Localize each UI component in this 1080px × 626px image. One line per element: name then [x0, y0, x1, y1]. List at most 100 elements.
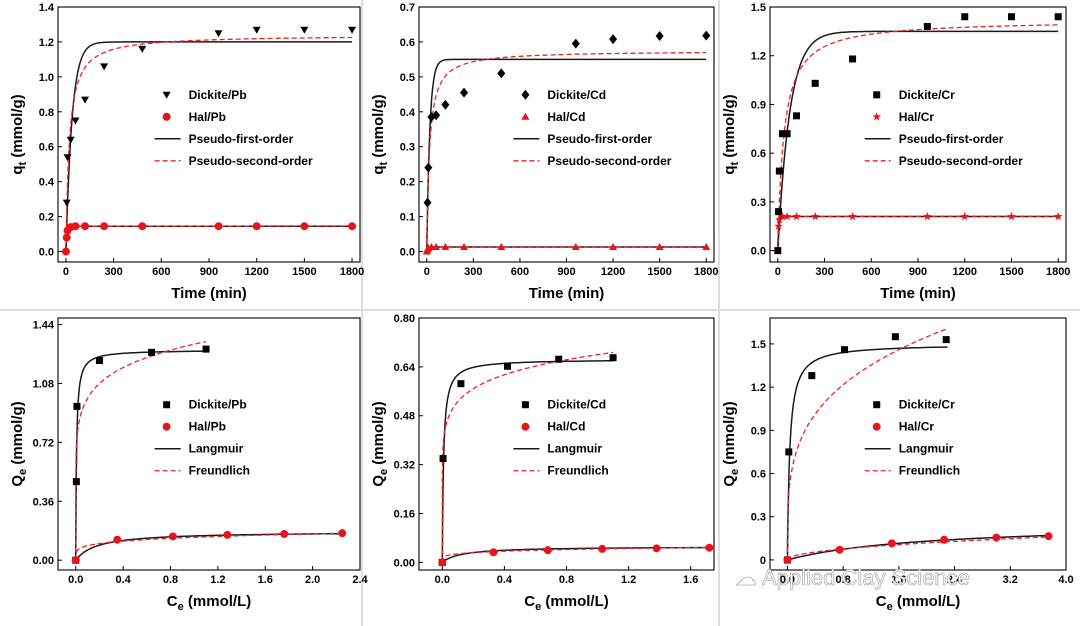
data-point-hal-pb [338, 529, 347, 538]
x-tick-label: 2.0 [305, 574, 320, 586]
x-tick-label: 1.2 [621, 574, 636, 586]
legend-marker [521, 112, 530, 120]
data-point-hal-cd [497, 242, 506, 250]
data-point-hal-pb [252, 222, 261, 231]
y-tick-label: 1.2 [39, 37, 54, 49]
data-point-dickite-pb [81, 96, 90, 104]
x-tick-label: 4.0 [1058, 574, 1073, 586]
y-axis-label: qt (mmol/g) [9, 94, 29, 174]
y-axis-label-main: q [9, 166, 26, 175]
data-point-dickite-pb [63, 154, 72, 162]
data-point-hal-cd [441, 242, 450, 250]
x-tick-label: 0.0 [68, 574, 83, 586]
x-tick-label: 600 [152, 266, 170, 278]
x-tick-label: 1800 [694, 266, 718, 278]
x-axis-label: Time (min) [880, 285, 956, 302]
legend-marker [521, 89, 530, 100]
data-point-hal-cr [923, 212, 932, 221]
data-point-hal-cr [810, 212, 820, 221]
legend-label: Langmuir [899, 442, 954, 456]
legend-label: Hal/Cd [547, 420, 585, 434]
data-point-dickite-pb [348, 26, 357, 34]
y-tick-label: 1.4 [39, 2, 55, 14]
x-tick-label: 900 [557, 266, 575, 278]
x-tick-label: 0.4 [115, 574, 131, 586]
data-point-hal-cr [774, 221, 783, 230]
legend-label: Freundlich [899, 464, 960, 478]
data-point-hal-pb [300, 222, 309, 231]
y-axis-label-main: Q [370, 475, 387, 487]
y-tick-label: 1.2 [751, 51, 766, 63]
y-axis-label-sub: e [17, 469, 29, 475]
x-tick-label: 0 [775, 266, 781, 278]
y-tick-label: 0.6 [751, 148, 766, 160]
data-point-hal-cr [782, 212, 792, 221]
x-tick-label: 1.6 [258, 574, 273, 586]
data-point-hal-cr [887, 539, 896, 548]
x-tick-label: 0.8 [559, 574, 574, 586]
x-axis-label-unit: (mmol/L) [893, 593, 961, 610]
data-point-dickite-pb [66, 136, 75, 144]
data-point-hal-cd [652, 544, 661, 553]
x-axis-label-sub: e [535, 601, 541, 613]
y-tick-label: 0.6 [751, 469, 766, 481]
data-point-hal-cr [940, 535, 949, 544]
data-point-hal-pb [81, 222, 90, 231]
y-axis-label-unit: (mmol/g) [9, 401, 26, 469]
legend-label: Dickite/Cd [547, 398, 606, 412]
data-point-hal-cr [1007, 212, 1016, 221]
y-tick-label: 0.00 [33, 555, 54, 567]
data-point-hal-cr [960, 212, 969, 221]
x-tick-label: 0.0 [780, 574, 795, 586]
watermark-text: Applied Clay Science [762, 565, 970, 590]
y-tick-label: 0.36 [33, 496, 54, 508]
chart-panel-kin-pb: 0 300 600 900 1200 1500 1800 0.0 0.2 0.4 0.6 0.8 1.0… [9, 2, 364, 302]
fit-curve-0 [75, 350, 206, 561]
y-tick-label: 0.32 [394, 460, 415, 472]
x-tick-label: 1800 [1046, 266, 1070, 278]
fit-curve-1 [441, 351, 614, 563]
data-point-hal-pb [280, 530, 289, 538]
legend-label: Pseudo-second-order [899, 154, 1023, 168]
x-tick-label: 1500 [292, 266, 316, 278]
data-point-dickite-cd [655, 30, 664, 41]
y-axis-label-unit: (mmol/g) [370, 401, 387, 469]
data-point-hal-pb [214, 222, 223, 231]
data-point-hal-cd [705, 543, 714, 552]
x-tick-label: 1200 [601, 266, 625, 278]
legend-label: Dickite/Cr [899, 398, 955, 412]
fit-curve-2 [777, 215, 1059, 251]
data-point-dickite-cd [609, 34, 618, 45]
y-tick-label: 1.5 [751, 2, 766, 14]
data-point-hal-pb [71, 556, 80, 565]
x-tick-label: 1200 [952, 266, 976, 278]
legend-label: Hal/Pb [189, 420, 226, 434]
data-point-dickite-cr [774, 247, 782, 255]
y-tick-label: 0.3 [751, 512, 766, 524]
y-axis-label: Qe (mmol/g) [370, 401, 390, 486]
data-point-hal-pb [168, 532, 177, 541]
fit-curve-0 [441, 360, 614, 563]
fit-curve-2 [65, 225, 353, 253]
y-axis-label: qt (mmol/g) [721, 94, 741, 174]
data-point-dickite-cd [457, 380, 465, 388]
data-point-dickite-cd [424, 162, 433, 173]
legend-label: Hal/Pb [189, 110, 226, 124]
data-point-hal-cr [848, 212, 857, 221]
data-point-dickite-pb [138, 45, 147, 53]
data-point-dickite-pb [148, 348, 156, 356]
data-point-hal-cd [655, 242, 664, 250]
x-axis-label-main: Time (min) [880, 285, 956, 302]
x-tick-label: 0.8 [163, 574, 178, 586]
legend-marker [872, 422, 881, 431]
data-point-dickite-cr [891, 333, 899, 341]
fit-curve-3 [786, 536, 1049, 561]
y-tick-label: 1.08 [33, 378, 54, 390]
y-tick-label: 1.5 [751, 339, 766, 351]
y-axis-label: Qe (mmol/g) [721, 401, 741, 486]
fit-curve-0 [65, 41, 353, 253]
x-axis-label-unit: (mmol/L) [184, 593, 252, 610]
y-tick-label: 0.0 [39, 247, 54, 259]
fit-curve-0 [786, 346, 948, 560]
legend-label: Freundlich [189, 464, 250, 478]
